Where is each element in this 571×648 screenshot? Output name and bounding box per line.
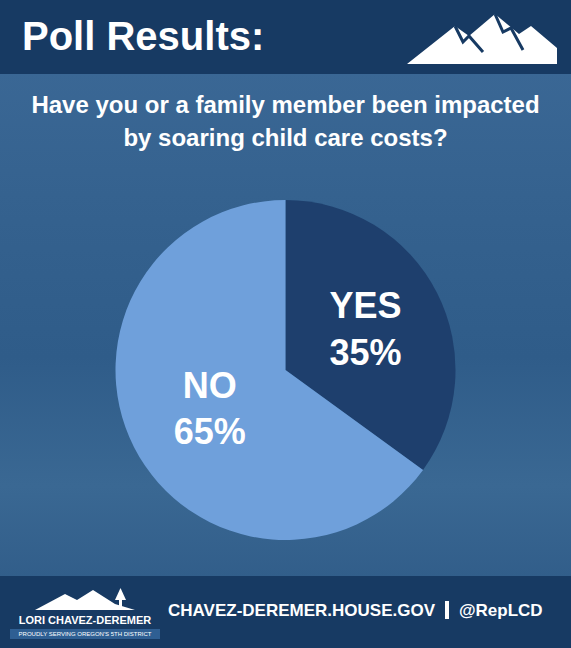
html-text:Poll Results:: Poll Results: <box>22 14 265 58</box>
html-text:CHAVEZ-DEREMER.HOUSE.GOV: CHAVEZ-DEREMER.HOUSE.GOV <box>168 601 435 620</box>
html-text:Have you or a family member be: Have you or a family member been impacte… <box>31 91 540 151</box>
html-text:LORI CHAVEZ-DEREMER: LORI CHAVEZ-DEREMER <box>18 614 152 626</box>
html-text:PROUDLY SERVING OREGON'S 5TH D: PROUDLY SERVING OREGON'S 5TH DISTRICT <box>18 631 152 637</box>
svg-text:YES35%: YES35% <box>330 285 402 373</box>
html-text:@RepLCD: @RepLCD <box>459 601 543 620</box>
svg-text:NO65%: NO65% <box>174 365 246 453</box>
